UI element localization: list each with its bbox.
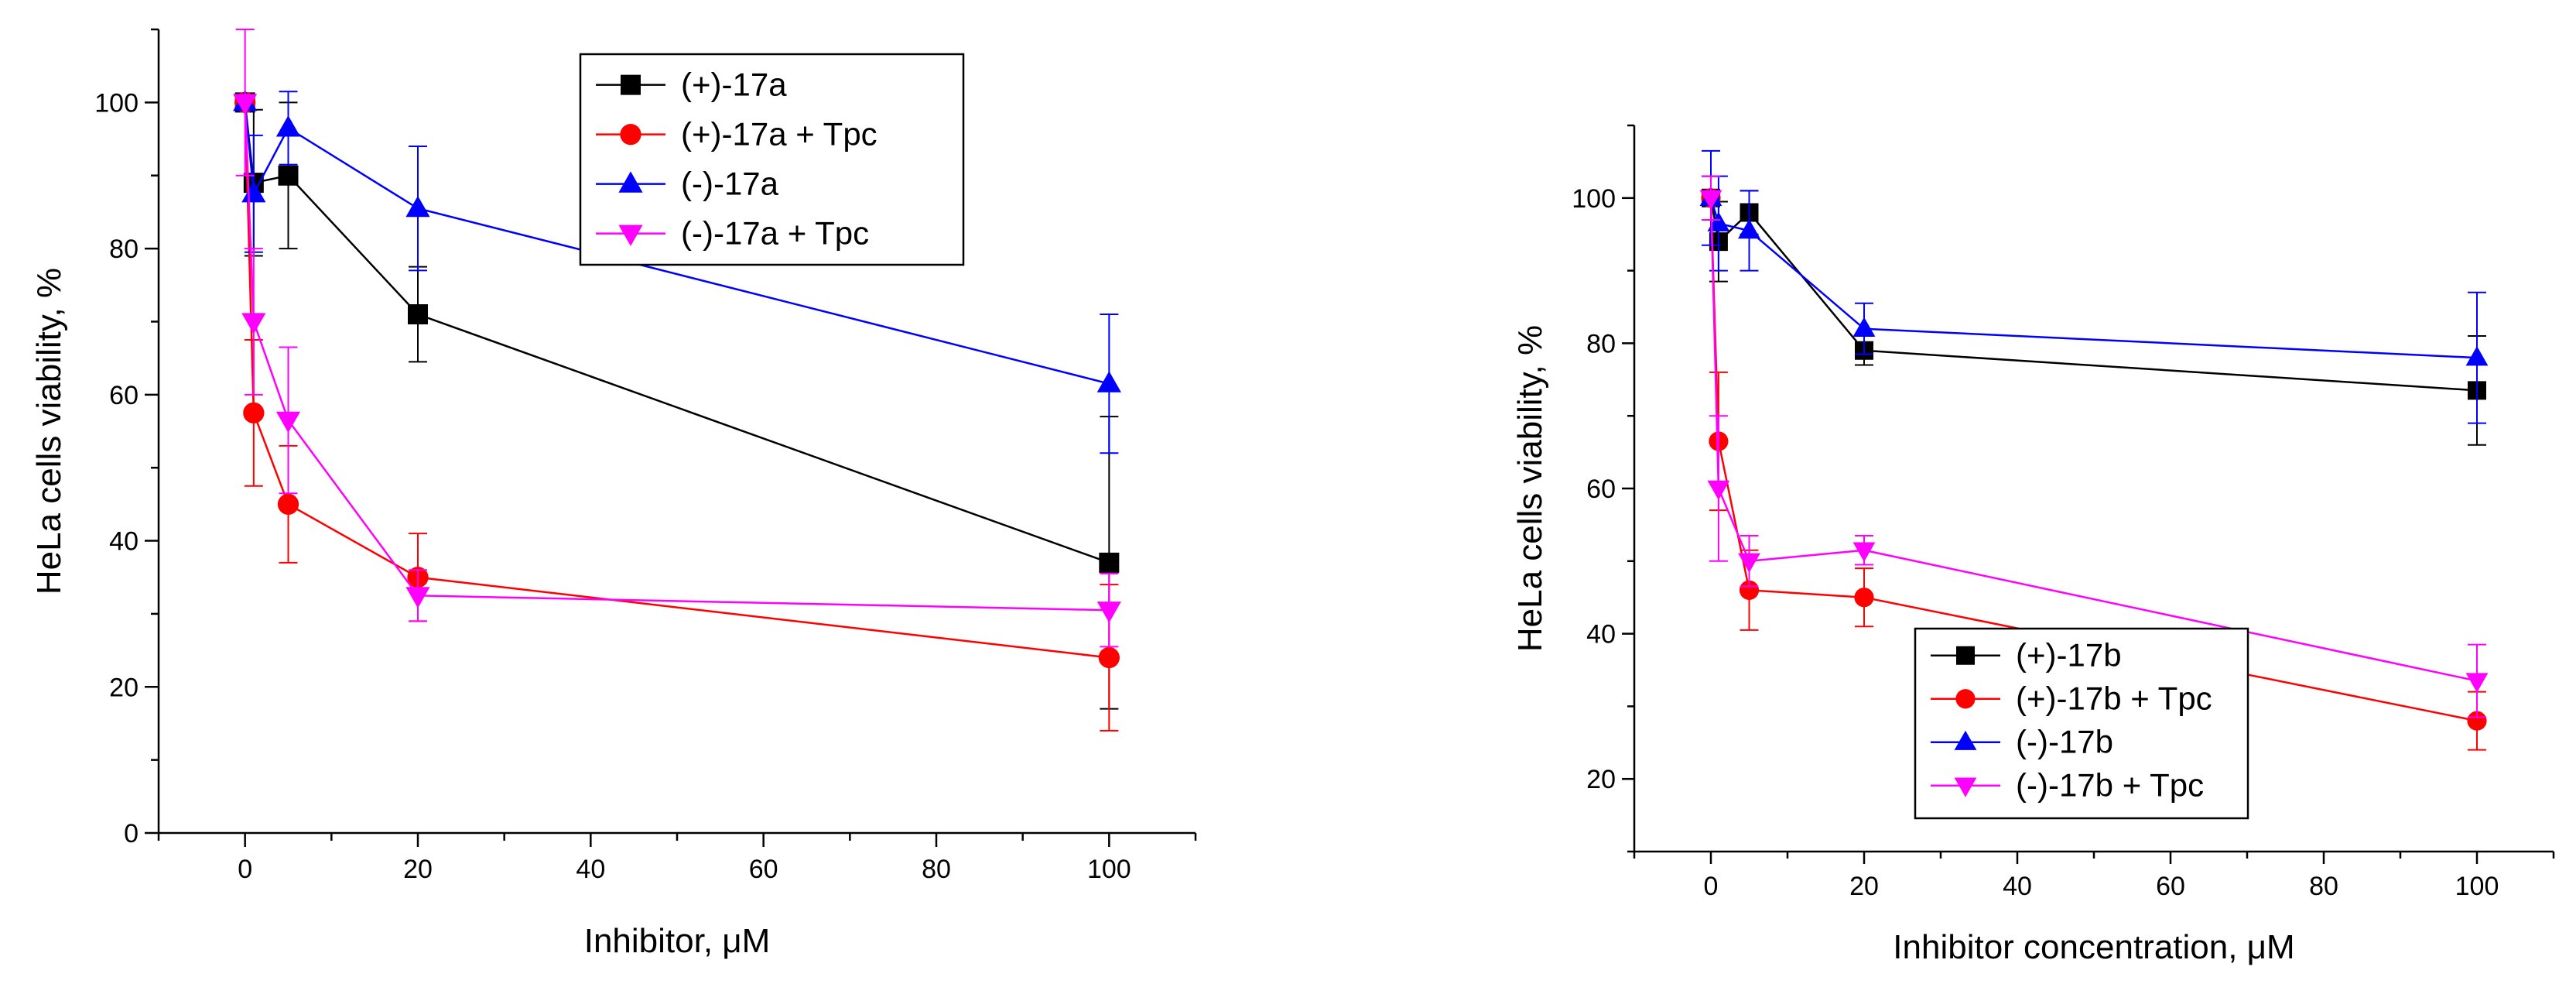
y-axis-title: HeLa cells viability, % — [30, 268, 68, 595]
x-tick-label: 100 — [1087, 855, 1131, 884]
chart-left: 0 20 40 60 80 100 0 20 40 60 80 100 Inhibitor, μM HeL… — [30, 28, 1197, 960]
y-tick-label: 80 — [1586, 329, 1616, 358]
data-point — [405, 587, 430, 608]
data-point — [1099, 552, 1120, 573]
data-point — [2465, 346, 2489, 366]
y-tick-label: 100 — [1572, 184, 1616, 214]
legend-label: (-)-17a — [681, 166, 779, 202]
legend-label: (-)-17b + Tpc — [2016, 767, 2204, 804]
series-2 — [233, 90, 1121, 454]
y-tick-label: 80 — [109, 235, 139, 264]
data-point — [408, 304, 428, 325]
y-tick-label: 40 — [1586, 620, 1616, 650]
data-point — [278, 165, 299, 186]
series-line — [1709, 197, 2478, 359]
x-tick-label: 0 — [1704, 872, 1719, 901]
y-tick-label: 20 — [1586, 765, 1616, 794]
data-point — [1739, 580, 1760, 600]
x-tick-label: 60 — [2156, 872, 2185, 901]
data-point — [1707, 480, 1730, 500]
x-tick-label: 0 — [238, 855, 252, 884]
y-tick-label: 0 — [124, 819, 139, 848]
legend-marker — [618, 171, 643, 193]
legend: (+)-17b (+)-17b + Tpc (-)-17b (-)-17b + Tpc — [1914, 627, 2249, 820]
data-point — [275, 115, 301, 137]
data-point — [405, 195, 430, 218]
y-axis-title: HeLa cells viability, % — [1511, 325, 1549, 652]
x-tick-label: 40 — [576, 855, 605, 884]
x-tick-label: 60 — [749, 855, 778, 884]
legend-marker — [1954, 730, 1977, 750]
legend-marker — [620, 124, 641, 146]
data-point — [241, 181, 266, 203]
legend-box — [579, 53, 965, 266]
data-point — [1854, 588, 1874, 608]
legend-label: (+)-17b + Tpc — [2016, 680, 2212, 717]
legend-label: (+)-17b — [2016, 637, 2122, 674]
x-tick-label: 40 — [2003, 872, 2032, 901]
series-3 — [233, 29, 1121, 648]
data-point — [1096, 371, 1121, 392]
y-tick-label: 40 — [109, 527, 139, 557]
y-tick-label: 60 — [1586, 475, 1616, 504]
legend-marker — [621, 74, 641, 95]
series-line — [1709, 197, 2478, 682]
x-tick-label: 80 — [2309, 872, 2338, 901]
y-tick-label: 100 — [94, 88, 139, 118]
legend-label: (+)-17a + Tpc — [681, 116, 877, 153]
data-point — [1852, 317, 1876, 337]
x-tick-label: 20 — [1849, 872, 1879, 901]
legend-label: (+)-17a — [681, 67, 787, 103]
legend: (+)-17a (+)-17a + Tpc (-)-17a (-)-17a + Tpc — [579, 53, 965, 266]
data-point — [1738, 219, 1760, 239]
data-point — [1707, 211, 1730, 231]
x-axis-title: Inhibitor, μM — [584, 922, 771, 960]
data-point — [1699, 190, 1722, 210]
series-3 — [1699, 175, 2489, 718]
legend-marker — [618, 225, 643, 246]
data-point — [277, 493, 299, 516]
data-point — [1738, 553, 1760, 573]
data-point — [241, 313, 266, 334]
legend-label: (-)-17a + Tpc — [681, 215, 869, 252]
series-2 — [1699, 149, 2489, 424]
legend-marker — [1954, 777, 1977, 797]
chart-right: 0 20 40 60 80 100 20 40 60 80 100 Inhibitor concent… — [1511, 124, 2555, 966]
legend-marker — [1955, 689, 1976, 709]
data-point — [233, 94, 258, 115]
x-tick-label: 80 — [922, 855, 951, 884]
legend-label: (-)-17b — [2016, 724, 2113, 760]
series-0 — [1702, 175, 2486, 446]
data-point — [1096, 602, 1121, 623]
data-point — [2465, 673, 2489, 693]
y-tick-label: 20 — [109, 673, 139, 702]
data-point — [2467, 711, 2487, 731]
y-tick-label: 60 — [109, 381, 139, 410]
series-line — [1709, 197, 2478, 392]
x-tick-label: 20 — [403, 855, 433, 884]
x-axis-title: Inhibitor concentration, μM — [1893, 928, 2294, 966]
data-point — [275, 411, 301, 434]
data-point — [243, 402, 265, 424]
legend-marker — [1956, 646, 1975, 665]
data-point — [1098, 646, 1120, 669]
x-tick-label: 100 — [2455, 872, 2499, 901]
data-point — [1852, 542, 1876, 562]
